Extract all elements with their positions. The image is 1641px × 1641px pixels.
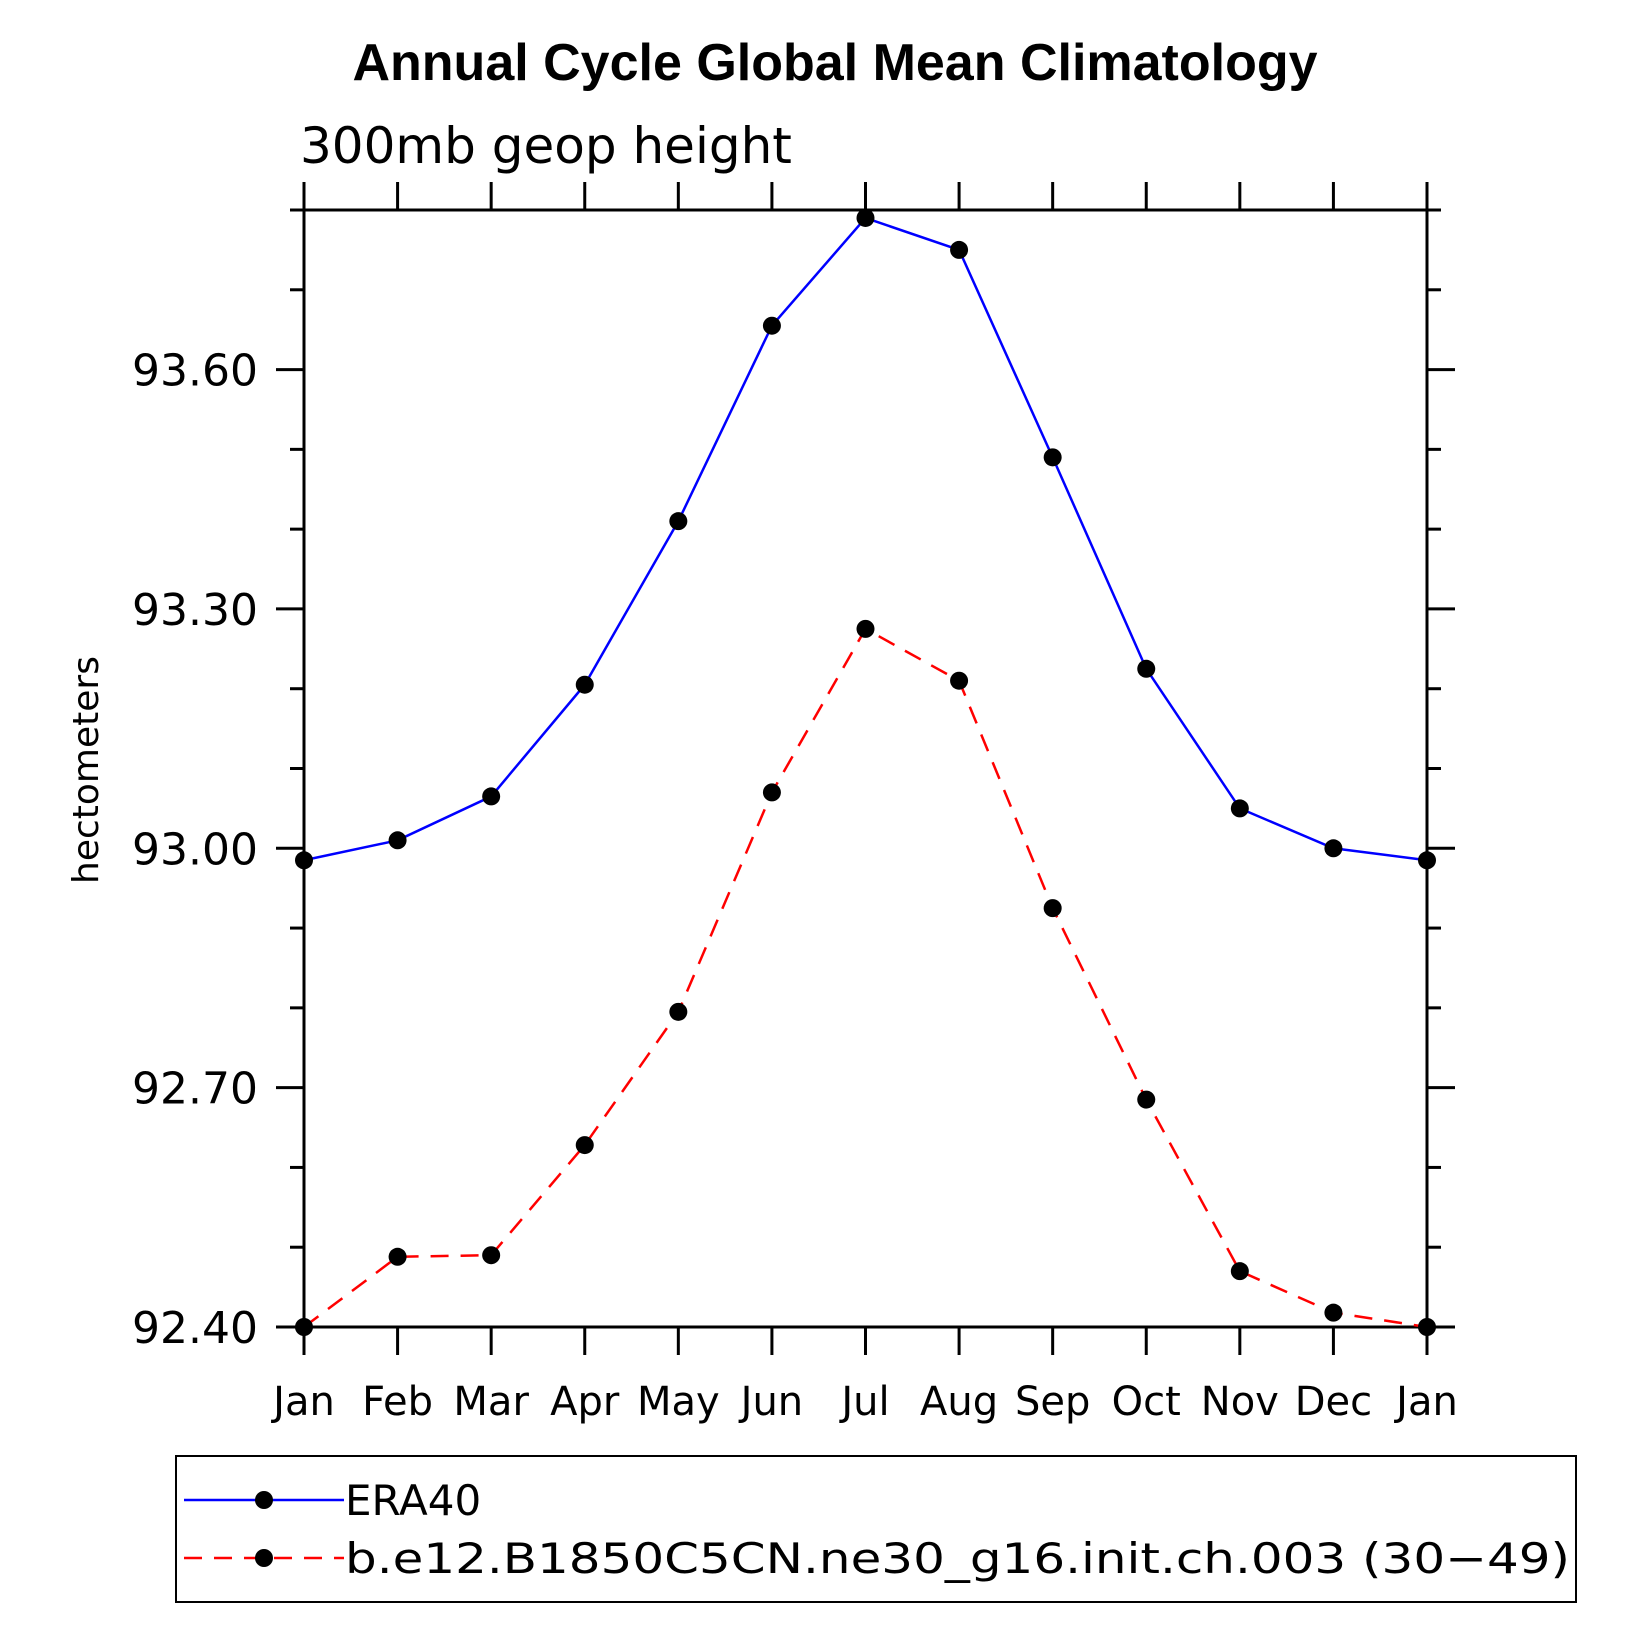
series-line-1 [303, 627, 1428, 1329]
y-tick-label: 93.60 [132, 346, 258, 397]
data-point [762, 316, 781, 335]
legend-box [175, 1455, 1577, 1603]
x-tick-label: Jun [738, 1379, 804, 1425]
data-point [388, 831, 407, 850]
plot-frame [302, 208, 1429, 1329]
x-tick-label: Aug [920, 1379, 998, 1425]
legend-label-model: b.e12.B1850C5CN.ne30_g16.init.ch.003 (30… [345, 1534, 1570, 1583]
data-point [388, 1247, 407, 1266]
chart-subtitle: 300mb geop height [300, 117, 792, 175]
axis-ticks [276, 182, 1455, 1355]
data-point [762, 783, 781, 802]
data-point [1418, 1318, 1436, 1336]
data-point [950, 240, 969, 259]
data-point [669, 512, 688, 531]
x-tick-label: Jul [838, 1379, 889, 1425]
y-tick-label: 93.00 [132, 824, 258, 875]
series-layer [295, 208, 1436, 1336]
y-tick-label: 92.70 [132, 1064, 258, 1115]
data-point [1418, 851, 1436, 870]
x-tick-label: Feb [362, 1379, 433, 1425]
x-tick-label: Jan [270, 1379, 335, 1425]
data-point [482, 1246, 501, 1265]
chart-title: Annual Cycle Global Mean Climatology [352, 34, 1317, 92]
x-tick-label: Sep [1015, 1379, 1090, 1425]
data-point [295, 851, 313, 870]
y-tick-label: 92.40 [132, 1303, 258, 1354]
data-point [1230, 1262, 1249, 1281]
data-point [1043, 899, 1062, 918]
data-point [482, 787, 501, 806]
data-point [1324, 839, 1343, 858]
data-point [1230, 799, 1249, 818]
x-tick-label: Oct [1112, 1379, 1181, 1425]
data-point [856, 208, 875, 227]
legend-marker-model [255, 1549, 273, 1567]
x-tick-label: Jan [1393, 1379, 1458, 1425]
x-tick-label: Nov [1201, 1379, 1279, 1425]
y-axis-tick-labels: 92.40 92.70 93.00 93.30 93.60 [132, 346, 258, 1354]
data-point [1137, 659, 1156, 678]
legend-label-era40: ERA40 [345, 1476, 481, 1525]
data-point [950, 671, 969, 690]
x-tick-label: Dec [1295, 1379, 1372, 1425]
data-point [575, 675, 594, 694]
plot-area [302, 208, 1429, 1329]
series-line-0 [303, 216, 1428, 862]
data-point [1043, 448, 1062, 467]
data-point [856, 619, 875, 638]
data-point [575, 1136, 594, 1155]
y-tick-label: 93.30 [132, 585, 258, 636]
x-tick-label: May [637, 1379, 720, 1425]
data-point [295, 1318, 313, 1336]
legend-marker-era40 [255, 1491, 273, 1509]
legend: ERA40 b.e12.B1850C5CN.ne30_g16.init.ch.0… [175, 1455, 1577, 1603]
x-tick-label: Mar [453, 1379, 529, 1425]
data-point [1324, 1303, 1343, 1322]
data-point [669, 1002, 688, 1021]
x-axis-tick-labels: Jan Feb Mar Apr May Jun Jul Aug Sep Oct Nov Dec Jan [270, 1379, 1458, 1425]
data-point [1137, 1090, 1156, 1109]
x-tick-label: Apr [550, 1379, 620, 1425]
y-axis-label: hectometers [66, 656, 107, 884]
